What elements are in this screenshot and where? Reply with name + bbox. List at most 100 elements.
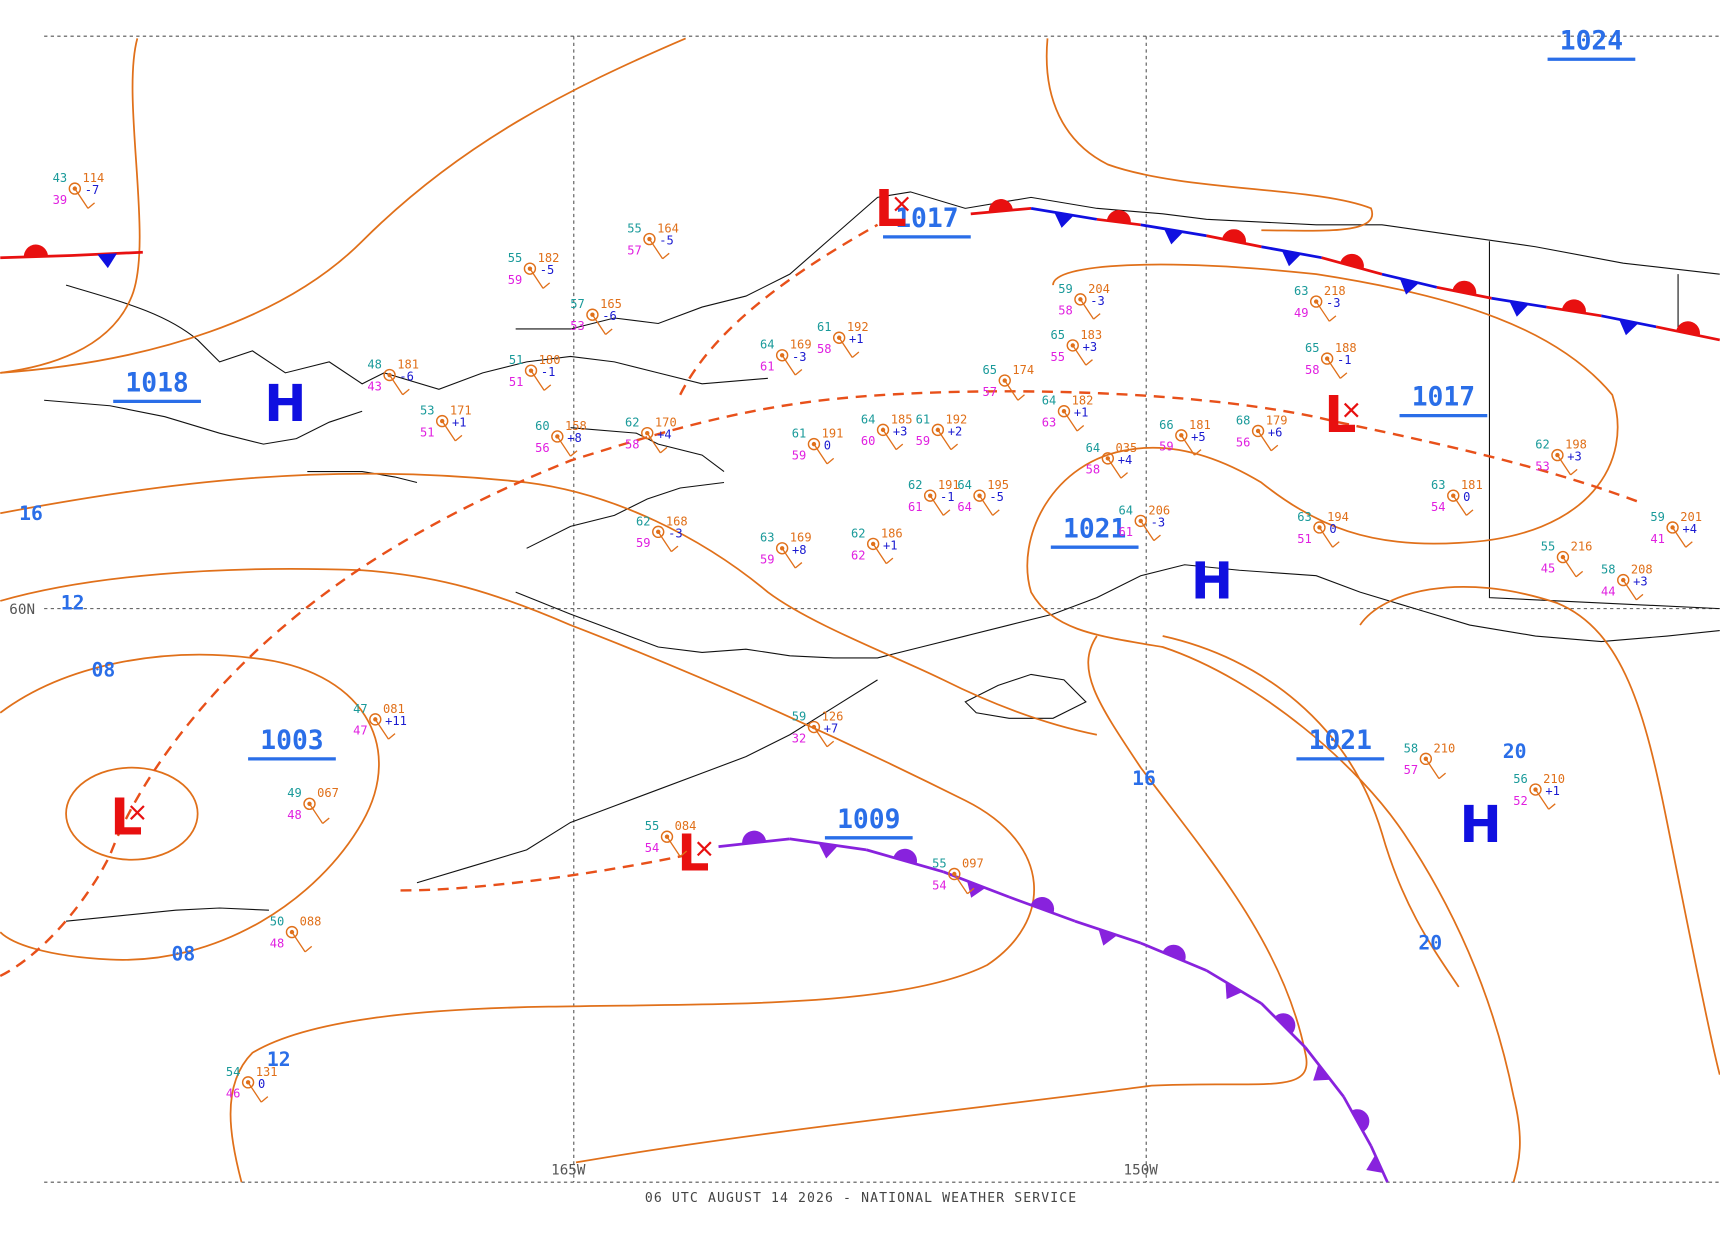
wind-barb	[794, 562, 803, 569]
wind-barb	[1085, 359, 1093, 366]
pressure: 188	[1335, 341, 1357, 355]
contour-label: 08	[91, 659, 115, 682]
front-symbol	[988, 199, 1013, 213]
grid	[44, 35, 1720, 1183]
wind-barb	[247, 1081, 262, 1103]
front-line	[1369, 1145, 1389, 1183]
station: 63 59 169+8	[760, 531, 812, 569]
pressure: 183	[1080, 328, 1102, 342]
coastlines	[44, 191, 1720, 922]
wind-barb	[1452, 495, 1467, 516]
station: 55 59 182-5	[508, 251, 560, 289]
pressure: 084	[675, 819, 697, 833]
dewpoint: 63	[1042, 416, 1057, 430]
wind-barb	[929, 495, 944, 516]
front-symbol	[1452, 280, 1477, 296]
dewpoint: 59	[1159, 440, 1174, 454]
contour-label: 08	[172, 943, 196, 966]
wind-barb	[813, 443, 828, 465]
wind-barb	[1004, 380, 1019, 401]
tendency: -1	[1337, 353, 1352, 367]
station-circle	[1057, 405, 1071, 418]
station: 64 61 206-3	[1119, 503, 1170, 542]
dewpoint: 53	[1535, 459, 1550, 473]
wind-barb	[570, 450, 578, 457]
pressure: 114	[83, 171, 105, 185]
front-line	[1342, 1095, 1373, 1147]
tendency: +6	[1268, 425, 1283, 439]
wind-barb	[838, 337, 853, 358]
temperature: 63	[1297, 510, 1312, 524]
wind-barb	[657, 531, 672, 552]
station: 58 44 208+3	[1601, 563, 1653, 601]
station-dot	[1138, 518, 1143, 524]
dewpoint: 54	[932, 878, 947, 892]
pressure: 158	[565, 419, 587, 433]
dewpoint: 59	[792, 448, 807, 462]
temperature: 64	[1119, 503, 1134, 517]
pressure-label: 1021	[1309, 726, 1372, 756]
temperature: 61	[916, 412, 931, 426]
station-circle	[586, 308, 599, 321]
station-dot	[245, 1080, 251, 1085]
station: 55 54 097	[932, 856, 984, 895]
pressure-label: 1024	[1560, 26, 1623, 56]
wind-barb	[1257, 430, 1272, 452]
tendency: -5	[540, 263, 555, 277]
tendency: +3	[1083, 340, 1098, 354]
station-dot	[527, 266, 533, 271]
temperature: 48	[367, 357, 382, 371]
station-dot	[647, 236, 652, 242]
temperature: 64	[1086, 441, 1101, 455]
wind-barb	[1140, 520, 1155, 541]
front-line	[1140, 223, 1207, 238]
wind-barb	[1425, 758, 1440, 779]
pressure: 182	[538, 251, 560, 265]
station-circle	[973, 489, 986, 502]
front-symbol	[1106, 210, 1131, 224]
wind-barb	[1076, 424, 1085, 432]
station-dot	[870, 541, 876, 547]
tendency: -3	[668, 526, 683, 540]
dewpoint: 51	[509, 375, 524, 389]
pressure-center: L	[875, 179, 907, 238]
station: 64 60 185+3	[861, 412, 912, 451]
front-symbol	[1619, 319, 1639, 336]
temperature: 61	[792, 427, 807, 441]
front-line	[0, 250, 143, 260]
temperature: 61	[817, 320, 832, 334]
station: 62 58 170+4	[625, 416, 677, 454]
temperature: 43	[53, 171, 68, 185]
wind-barb	[1466, 509, 1474, 516]
temperature: 51	[509, 353, 524, 367]
pressure-center: H	[264, 374, 306, 433]
temperature: 68	[1236, 413, 1251, 427]
station-circle	[1074, 293, 1087, 306]
dewpoint: 59	[760, 553, 775, 567]
station-circle	[435, 414, 449, 428]
tendency: -5	[659, 234, 674, 248]
wind-barb	[670, 545, 679, 553]
station-dot	[72, 186, 78, 191]
temperature: 63	[760, 531, 775, 545]
dewpoint: 52	[1513, 794, 1528, 808]
dewpoint: 54	[645, 841, 660, 855]
station-circle	[775, 542, 789, 555]
wind-barb	[1120, 472, 1128, 479]
station-circle	[807, 720, 821, 734]
wind-barb	[1339, 372, 1348, 379]
pressure: 182	[1072, 394, 1094, 408]
station-dot	[880, 427, 886, 433]
station-dot	[977, 493, 982, 498]
temperature: 63	[1431, 478, 1446, 492]
pressure: 171	[450, 404, 472, 418]
tendency: +2	[948, 424, 963, 438]
front-symbol	[1098, 928, 1118, 946]
station-dot	[811, 441, 817, 447]
pressure: 191	[938, 478, 960, 492]
pressure: 216	[1571, 539, 1593, 553]
front-symbol	[1281, 250, 1302, 267]
temperature: 50	[270, 915, 285, 929]
